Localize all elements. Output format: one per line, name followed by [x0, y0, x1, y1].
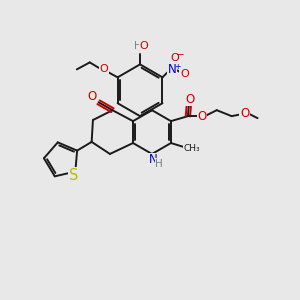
Text: O: O	[140, 41, 148, 52]
Text: N: N	[148, 154, 158, 166]
Text: CH₃: CH₃	[184, 143, 200, 152]
Text: +: +	[174, 62, 181, 71]
Text: H: H	[134, 41, 142, 52]
Text: O: O	[185, 93, 194, 106]
Text: H: H	[155, 159, 163, 169]
Text: O: O	[180, 69, 189, 80]
Text: O: O	[87, 90, 96, 103]
Text: O: O	[197, 110, 206, 123]
Text: −: −	[176, 50, 185, 60]
Text: S: S	[69, 168, 78, 183]
Text: N: N	[168, 63, 177, 76]
Text: O: O	[170, 53, 179, 63]
Text: O: O	[99, 64, 108, 74]
Text: O: O	[240, 107, 249, 120]
